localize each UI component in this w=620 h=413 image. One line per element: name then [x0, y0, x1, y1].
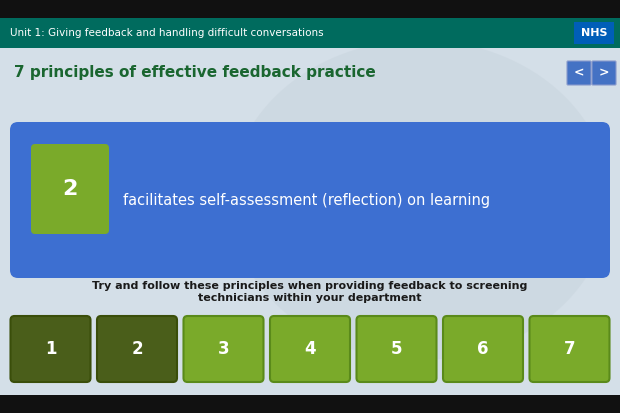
- FancyBboxPatch shape: [592, 61, 616, 85]
- Text: 6: 6: [477, 340, 489, 358]
- FancyBboxPatch shape: [270, 316, 350, 382]
- Text: 4: 4: [304, 340, 316, 358]
- Text: Unit 1: Giving feedback and handling difficult conversations: Unit 1: Giving feedback and handling dif…: [10, 28, 324, 38]
- FancyBboxPatch shape: [356, 316, 436, 382]
- Text: <: <: [574, 66, 584, 79]
- Text: 5: 5: [391, 340, 402, 358]
- FancyBboxPatch shape: [10, 122, 610, 278]
- Text: Try and follow these principles when providing feedback to screening
technicians: Try and follow these principles when pro…: [92, 281, 528, 303]
- FancyBboxPatch shape: [529, 316, 609, 382]
- FancyBboxPatch shape: [31, 144, 109, 234]
- Text: facilitates self-assessment (reflection) on learning: facilitates self-assessment (reflection)…: [123, 192, 490, 207]
- Text: 7 principles of effective feedback practice: 7 principles of effective feedback pract…: [14, 64, 376, 79]
- Text: >: >: [599, 66, 609, 79]
- Bar: [0, 18, 620, 48]
- Text: NHS: NHS: [581, 28, 607, 38]
- Text: 3: 3: [218, 340, 229, 358]
- FancyBboxPatch shape: [567, 61, 591, 85]
- Text: 1: 1: [45, 340, 56, 358]
- FancyBboxPatch shape: [11, 316, 91, 382]
- FancyBboxPatch shape: [97, 316, 177, 382]
- Text: 2: 2: [63, 179, 78, 199]
- Bar: [574, 22, 614, 44]
- FancyBboxPatch shape: [184, 316, 264, 382]
- FancyBboxPatch shape: [443, 316, 523, 382]
- Text: 2: 2: [131, 340, 143, 358]
- Text: 7: 7: [564, 340, 575, 358]
- Ellipse shape: [230, 40, 610, 360]
